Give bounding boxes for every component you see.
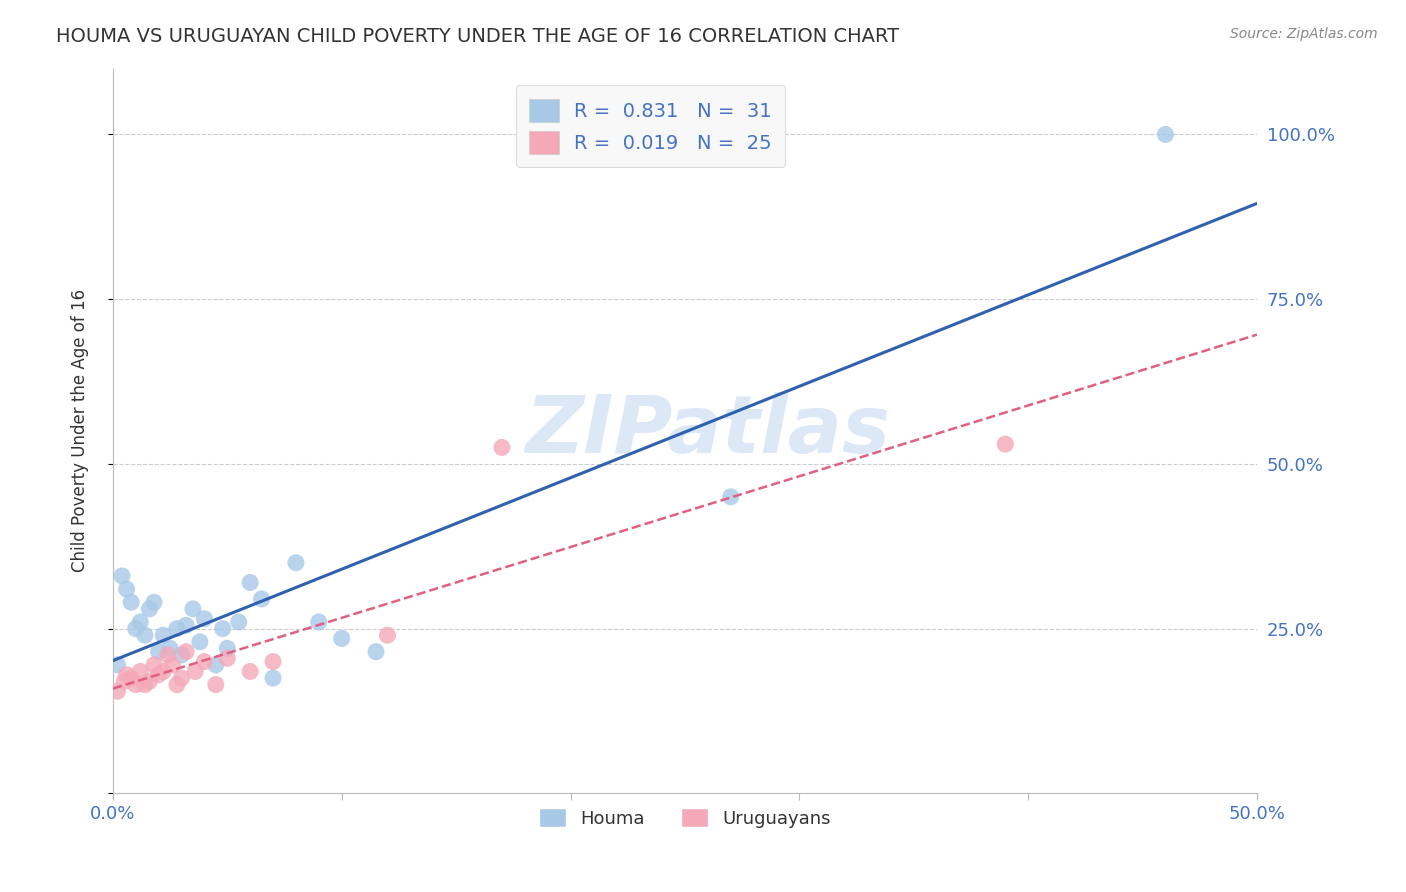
Point [239, 665, 262, 679]
Point [239, 575, 262, 590]
Point [364, 645, 387, 659]
Point [250, 591, 273, 606]
Text: HOUMA VS URUGUAYAN CHILD POVERTY UNDER THE AGE OF 16 CORRELATION CHART: HOUMA VS URUGUAYAN CHILD POVERTY UNDER T… [56, 27, 900, 45]
Point [166, 622, 188, 636]
Point [138, 602, 160, 616]
Point [143, 595, 166, 609]
Point [228, 615, 250, 629]
Point [284, 556, 307, 570]
Y-axis label: Child Poverty Under the Age of 16: Child Poverty Under the Age of 16 [72, 289, 89, 573]
Point [120, 671, 142, 685]
Text: ZIPatlas: ZIPatlas [526, 392, 890, 470]
Point [262, 671, 284, 685]
Point [184, 665, 207, 679]
Point [193, 655, 215, 669]
Point [143, 657, 166, 672]
Point [181, 602, 204, 616]
Point [112, 674, 135, 689]
Point [1154, 128, 1177, 142]
Point [115, 582, 138, 596]
Point [134, 678, 156, 692]
Point [111, 569, 134, 583]
Point [159, 641, 181, 656]
Point [134, 628, 156, 642]
Point [152, 628, 174, 642]
Point [211, 622, 233, 636]
Point [170, 648, 193, 662]
Legend: Houma, Uruguayans: Houma, Uruguayans [531, 801, 838, 835]
Point [129, 615, 152, 629]
Point [152, 665, 174, 679]
Point [330, 632, 353, 646]
Point [166, 678, 188, 692]
Point [174, 645, 197, 659]
Point [138, 674, 160, 689]
Point [491, 441, 513, 455]
Point [308, 615, 330, 629]
Point [115, 667, 138, 681]
Point [120, 595, 142, 609]
Point [205, 678, 228, 692]
Point [205, 657, 228, 672]
Point [170, 671, 193, 685]
Point [720, 490, 742, 504]
Point [262, 655, 284, 669]
Point [125, 622, 148, 636]
Point [377, 628, 399, 642]
Point [162, 657, 184, 672]
Point [107, 684, 129, 698]
Text: Source: ZipAtlas.com: Source: ZipAtlas.com [1230, 27, 1378, 41]
Point [107, 657, 129, 672]
Point [148, 645, 170, 659]
Point [129, 665, 152, 679]
Point [193, 612, 215, 626]
Point [125, 678, 148, 692]
Point [217, 651, 239, 665]
Point [174, 618, 197, 632]
Point [994, 437, 1017, 451]
Point [148, 667, 170, 681]
Point [156, 648, 179, 662]
Point [188, 634, 211, 648]
Point [217, 641, 239, 656]
